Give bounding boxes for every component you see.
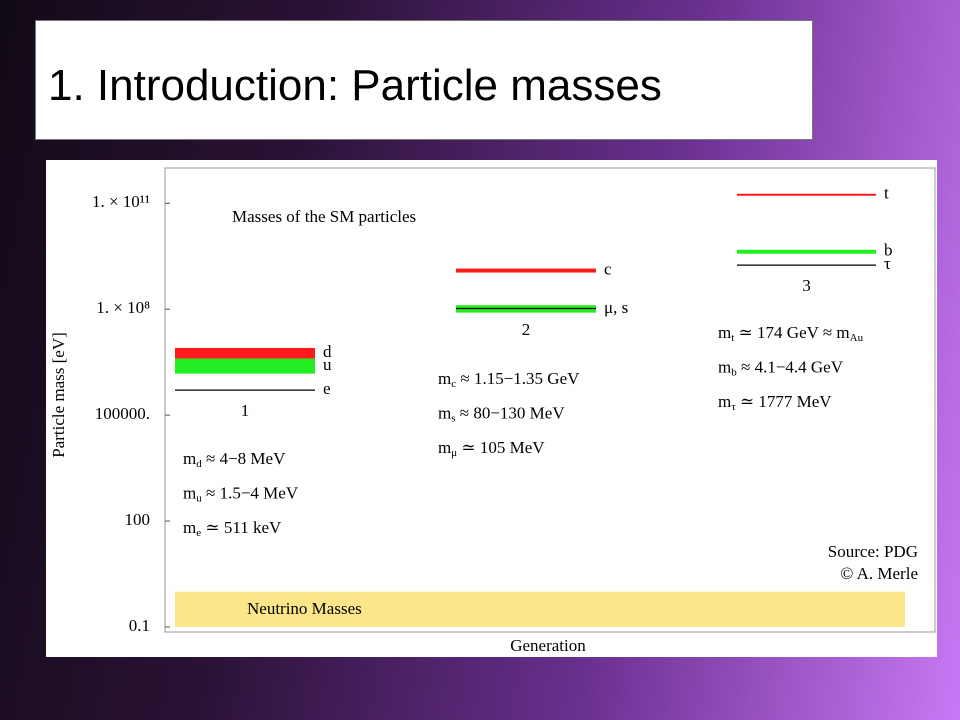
title-box: 1. Introduction: Particle masses	[35, 20, 813, 140]
y-tick-label: 100000.	[95, 404, 150, 423]
formula-text: m	[183, 449, 196, 468]
mass-formula: md ≈ 4−8 MeV	[183, 449, 286, 470]
level-band	[456, 268, 596, 273]
generation-label: 3	[802, 276, 811, 295]
mass-formula: mt ≃ 174 GeV ≈ mAu	[718, 323, 864, 344]
y-tick-label: 0.1	[129, 616, 150, 635]
level-label: d	[323, 342, 332, 361]
y-tick-label: 1. × 10⁸	[96, 298, 150, 317]
level-band	[175, 347, 315, 359]
formula-text: ≃ 105 MeV	[457, 438, 545, 457]
formula-text: ≃ 1777 MeV	[736, 392, 833, 411]
mass-formula: mc ≈ 1.15−1.35 GeV	[438, 369, 580, 390]
formula-subscript: u	[196, 492, 202, 504]
formula-text: ≈ 4.1−4.4 GeV	[737, 357, 844, 376]
x-axis-label: Generation	[510, 636, 586, 655]
formula-text: ≈ 80−130 MeV	[456, 403, 566, 422]
formula-text: m	[718, 357, 731, 376]
generation-label: 1	[241, 401, 250, 420]
mass-formula: mu ≈ 1.5−4 MeV	[183, 483, 299, 504]
slide-title: 1. Introduction: Particle masses	[48, 61, 662, 110]
formula-subscript: b	[731, 366, 737, 378]
level-label: b	[884, 241, 893, 260]
mass-formula: me ≃ 511 keV	[183, 518, 282, 539]
level-label: t	[884, 184, 889, 203]
chart-title: Masses of the SM particles	[232, 207, 416, 226]
formula-text: m	[183, 518, 196, 537]
formula-subscript: c	[451, 378, 456, 390]
generation-label: 2	[522, 320, 531, 339]
neutrino-label: Neutrino Masses	[247, 599, 362, 618]
mass-formula: mb ≈ 4.1−4.4 GeV	[718, 357, 844, 378]
formula-subscript: Au	[850, 332, 864, 344]
formula-text: m	[718, 323, 731, 342]
formula-text: m	[438, 369, 451, 388]
neutrino-band	[175, 591, 905, 627]
formula-subscript: d	[196, 458, 202, 470]
formula-text: m	[718, 392, 731, 411]
y-tick-label: 1. × 10¹¹	[92, 192, 150, 211]
mass-formula: mμ ≃ 105 MeV	[438, 438, 545, 459]
formula-text: m	[438, 438, 451, 457]
source-note: © A. Merle	[840, 564, 918, 583]
formula-subscript: t	[731, 332, 734, 344]
formula-text: ≈ 1.15−1.35 GeV	[456, 369, 580, 388]
level-label: τ	[884, 254, 891, 273]
formula-text: ≈ 1.5−4 MeV	[202, 483, 299, 502]
source-note: Source: PDG	[828, 542, 918, 561]
mass-formula: ms ≈ 80−130 MeV	[438, 403, 565, 424]
y-tick-label: 100	[125, 510, 151, 529]
formula-text: ≃ 174 GeV ≈ m	[734, 323, 849, 342]
level-label: c	[604, 259, 612, 278]
formula-subscript: τ	[731, 401, 736, 413]
formula-text: ≈ 4−8 MeV	[202, 449, 286, 468]
y-axis-label: Particle mass [eV]	[49, 332, 68, 458]
formula-subscript: μ	[451, 447, 457, 459]
plot-frame	[164, 167, 936, 633]
level-band	[175, 358, 315, 374]
level-band	[737, 249, 876, 254]
formula-text: ≃ 511 keV	[201, 518, 282, 537]
formula-text: m	[183, 483, 196, 502]
mass-formula: mτ ≃ 1777 MeV	[718, 392, 832, 413]
level-label: u	[323, 355, 332, 374]
formula-subscript: e	[196, 527, 201, 539]
chart-background	[46, 160, 937, 657]
level-label: e	[323, 379, 331, 398]
level-label: μ, s	[604, 298, 628, 317]
formula-subscript: s	[451, 412, 455, 424]
formula-text: m	[438, 403, 451, 422]
